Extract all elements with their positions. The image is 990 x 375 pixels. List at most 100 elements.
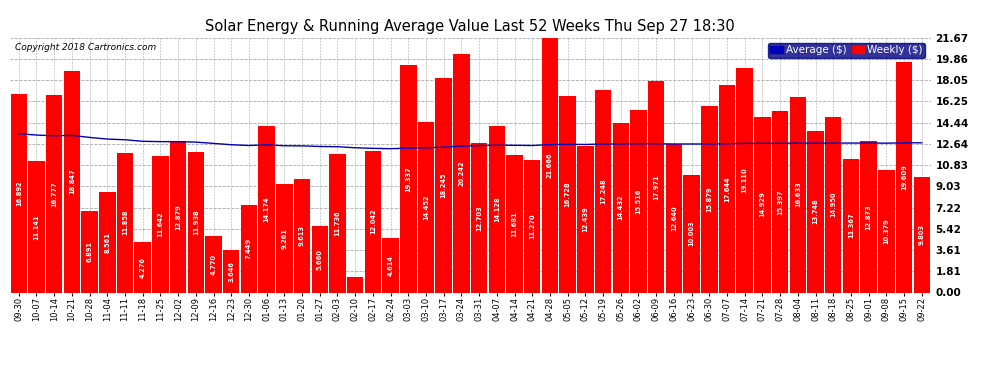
Text: 14.128: 14.128 xyxy=(494,196,500,222)
Text: 12.873: 12.873 xyxy=(865,204,871,230)
Bar xyxy=(170,141,186,292)
Text: 3.646: 3.646 xyxy=(229,261,235,282)
Text: 4.276: 4.276 xyxy=(140,257,146,278)
Text: 6.891: 6.891 xyxy=(86,242,93,262)
Bar xyxy=(400,65,417,292)
Text: 16.777: 16.777 xyxy=(51,181,57,207)
Bar xyxy=(152,156,168,292)
Text: 14.950: 14.950 xyxy=(831,192,837,217)
Text: 16.728: 16.728 xyxy=(564,181,570,207)
Text: 12.879: 12.879 xyxy=(175,204,181,230)
Bar xyxy=(99,192,116,292)
Text: 19.110: 19.110 xyxy=(742,167,747,193)
Bar xyxy=(914,177,930,292)
Text: 15.879: 15.879 xyxy=(706,186,712,212)
Text: 11.141: 11.141 xyxy=(34,214,40,240)
Text: 14.432: 14.432 xyxy=(618,195,624,220)
Bar xyxy=(878,170,895,292)
Bar xyxy=(205,236,222,292)
Text: 11.938: 11.938 xyxy=(193,210,199,235)
Text: 11.736: 11.736 xyxy=(335,211,341,236)
Text: 11.858: 11.858 xyxy=(122,210,128,236)
Bar xyxy=(29,161,45,292)
Text: 4.770: 4.770 xyxy=(211,254,217,275)
Bar xyxy=(312,226,328,292)
Text: 10.003: 10.003 xyxy=(689,221,695,246)
Text: 16.633: 16.633 xyxy=(795,182,801,207)
Text: 9.613: 9.613 xyxy=(299,225,305,246)
Bar xyxy=(896,62,912,292)
Text: 15.397: 15.397 xyxy=(777,189,783,214)
Text: 11.681: 11.681 xyxy=(512,211,518,237)
Bar xyxy=(135,242,150,292)
Bar xyxy=(790,97,806,292)
Bar xyxy=(665,144,682,292)
Bar xyxy=(542,38,558,292)
Bar xyxy=(330,154,346,292)
Bar xyxy=(276,183,293,292)
Bar xyxy=(754,117,770,292)
Bar xyxy=(258,126,275,292)
Bar xyxy=(471,143,487,292)
Bar xyxy=(364,151,381,292)
Bar xyxy=(631,110,646,292)
Bar xyxy=(807,131,824,292)
Text: 7.449: 7.449 xyxy=(246,238,251,259)
Text: 9.261: 9.261 xyxy=(281,228,287,249)
Bar xyxy=(842,159,859,292)
Text: 19.609: 19.609 xyxy=(901,164,907,190)
Text: 13.748: 13.748 xyxy=(813,199,819,224)
Bar xyxy=(453,54,469,292)
Legend: Average ($), Weekly ($): Average ($), Weekly ($) xyxy=(767,43,926,58)
Bar xyxy=(737,68,753,292)
Text: 20.242: 20.242 xyxy=(458,160,464,186)
Bar xyxy=(241,205,257,292)
Text: 21.666: 21.666 xyxy=(546,152,553,178)
Text: 11.367: 11.367 xyxy=(847,213,854,238)
Text: 11.270: 11.270 xyxy=(530,213,536,239)
Bar xyxy=(647,81,664,292)
Text: 8.561: 8.561 xyxy=(104,232,110,253)
Text: 9.803: 9.803 xyxy=(919,224,925,245)
Bar xyxy=(418,122,435,292)
Bar xyxy=(63,71,80,292)
Bar xyxy=(860,141,877,292)
Bar xyxy=(701,106,718,292)
Bar xyxy=(825,117,842,292)
Bar xyxy=(346,277,363,292)
Bar xyxy=(117,153,134,292)
Bar xyxy=(223,250,240,292)
Text: 12.703: 12.703 xyxy=(476,205,482,231)
Bar xyxy=(719,85,736,292)
Text: 17.644: 17.644 xyxy=(724,176,730,201)
Bar xyxy=(506,155,523,292)
Text: 16.892: 16.892 xyxy=(16,180,22,206)
Text: 12.042: 12.042 xyxy=(370,209,376,234)
Bar xyxy=(595,90,611,292)
Bar xyxy=(489,126,505,292)
Text: 12.439: 12.439 xyxy=(582,207,588,232)
Text: 17.248: 17.248 xyxy=(600,178,606,204)
Text: 4.614: 4.614 xyxy=(387,255,394,276)
Bar xyxy=(577,146,594,292)
Title: Solar Energy & Running Average Value Last 52 Weeks Thu Sep 27 18:30: Solar Energy & Running Average Value Las… xyxy=(205,18,736,33)
Bar xyxy=(81,211,98,292)
Text: 5.660: 5.660 xyxy=(317,249,323,270)
Bar xyxy=(772,111,788,292)
Bar xyxy=(683,175,700,292)
Bar xyxy=(11,94,27,292)
Text: 14.174: 14.174 xyxy=(263,196,269,222)
Text: 17.971: 17.971 xyxy=(653,174,659,200)
Text: Copyright 2018 Cartronics.com: Copyright 2018 Cartronics.com xyxy=(15,43,155,52)
Bar xyxy=(524,160,541,292)
Bar xyxy=(382,238,399,292)
Text: 19.337: 19.337 xyxy=(405,166,411,192)
Text: 14.452: 14.452 xyxy=(423,195,429,220)
Bar xyxy=(46,95,62,292)
Text: 14.929: 14.929 xyxy=(759,192,765,217)
Bar xyxy=(613,123,629,292)
Bar xyxy=(436,78,451,292)
Text: 12.640: 12.640 xyxy=(671,206,677,231)
Bar xyxy=(187,152,204,292)
Text: 18.847: 18.847 xyxy=(69,169,75,194)
